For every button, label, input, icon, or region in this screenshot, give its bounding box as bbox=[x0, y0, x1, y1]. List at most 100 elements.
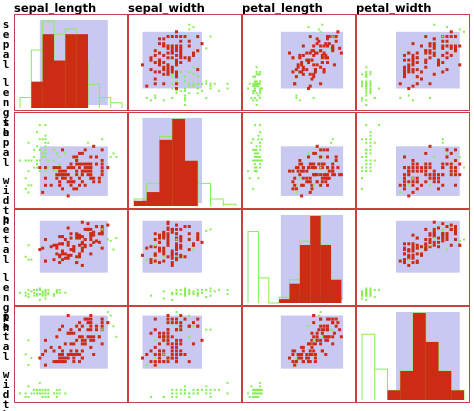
selected-point bbox=[307, 360, 311, 364]
selected-point bbox=[437, 226, 440, 230]
point bbox=[175, 238, 178, 241]
point bbox=[253, 392, 256, 395]
point bbox=[373, 296, 376, 299]
point bbox=[255, 70, 258, 73]
selected-point bbox=[298, 70, 302, 74]
point bbox=[27, 244, 30, 247]
selection-box[interactable] bbox=[280, 315, 344, 369]
selection-box[interactable] bbox=[396, 220, 460, 273]
selected-point bbox=[454, 230, 457, 234]
cell-sepal-length-vs-petal-length[interactable] bbox=[242, 14, 356, 111]
point bbox=[33, 392, 36, 395]
selected-point bbox=[58, 356, 62, 360]
cell-petal-length-vs-petal-length[interactable] bbox=[242, 209, 356, 306]
point bbox=[154, 339, 157, 342]
cell-petal-length-vs-petal-width[interactable] bbox=[356, 209, 470, 306]
selected-point bbox=[179, 227, 183, 231]
point bbox=[295, 191, 298, 194]
selected-point bbox=[187, 248, 191, 252]
selected-point bbox=[69, 253, 73, 257]
selected-point bbox=[312, 53, 316, 57]
selected-point bbox=[301, 176, 305, 180]
point bbox=[101, 328, 104, 331]
point bbox=[171, 96, 174, 99]
selected-point bbox=[179, 243, 183, 247]
selected-point bbox=[162, 53, 166, 57]
selected-point bbox=[162, 349, 166, 353]
cell-petal-width-vs-sepal-width[interactable] bbox=[128, 306, 242, 403]
selected-point bbox=[80, 220, 84, 224]
selected-point bbox=[319, 65, 323, 69]
point bbox=[47, 388, 50, 391]
selected-point bbox=[175, 72, 178, 76]
cell-petal-length-vs-sepal-width[interactable] bbox=[128, 209, 242, 306]
point bbox=[257, 177, 260, 180]
cell-sepal-length-vs-sepal-length[interactable] bbox=[14, 14, 128, 111]
selected-point bbox=[428, 166, 432, 170]
histogram-bar bbox=[42, 34, 54, 108]
point bbox=[171, 299, 174, 301]
selected-point bbox=[317, 39, 321, 43]
selected-point bbox=[166, 44, 170, 48]
point bbox=[47, 291, 50, 294]
point bbox=[259, 388, 262, 391]
point bbox=[192, 388, 195, 391]
selected-point bbox=[75, 232, 79, 236]
selected-point bbox=[175, 345, 178, 349]
selection-box[interactable] bbox=[142, 315, 203, 369]
cell-sepal-width-vs-sepal-width[interactable] bbox=[128, 112, 242, 209]
selected-point bbox=[432, 42, 436, 46]
point bbox=[33, 148, 36, 151]
selected-point bbox=[63, 342, 67, 346]
selected-point bbox=[305, 176, 309, 180]
cell-sepal-width-vs-petal-width[interactable] bbox=[356, 112, 470, 209]
selected-point bbox=[72, 356, 76, 360]
point bbox=[218, 388, 220, 391]
selected-point bbox=[89, 155, 93, 159]
selected-point bbox=[179, 349, 183, 353]
selection-box[interactable] bbox=[396, 146, 460, 196]
selection-box[interactable] bbox=[396, 31, 460, 89]
selected-point bbox=[196, 324, 200, 328]
cell-sepal-width-vs-petal-length[interactable] bbox=[242, 112, 356, 209]
cell-petal-width-vs-petal-length[interactable] bbox=[242, 306, 356, 403]
cell-petal-width-vs-petal-width[interactable] bbox=[356, 306, 470, 403]
selected-point bbox=[315, 335, 319, 339]
selected-point bbox=[58, 180, 62, 184]
selected-point bbox=[301, 44, 305, 48]
selected-point bbox=[92, 144, 96, 148]
point bbox=[53, 170, 55, 173]
selected-point bbox=[162, 338, 166, 342]
column-title-sepal-length: sepal_length bbox=[14, 1, 96, 16]
selected-point bbox=[166, 331, 170, 335]
selected-point bbox=[420, 183, 423, 187]
selected-point bbox=[61, 324, 64, 328]
selected-point bbox=[44, 338, 47, 342]
cell-frame bbox=[356, 209, 470, 306]
selected-point bbox=[322, 51, 326, 55]
point bbox=[407, 94, 410, 97]
point bbox=[361, 138, 363, 141]
selected-point bbox=[179, 49, 183, 53]
selected-point bbox=[86, 335, 90, 339]
point bbox=[196, 75, 199, 78]
selected-point bbox=[320, 162, 324, 166]
cell-petal-width-vs-sepal-length[interactable] bbox=[14, 306, 128, 403]
point bbox=[365, 152, 368, 155]
selected-point bbox=[89, 166, 93, 170]
selected-point bbox=[44, 183, 47, 187]
selected-point bbox=[61, 176, 64, 180]
point bbox=[257, 73, 260, 76]
point bbox=[463, 30, 465, 33]
point bbox=[27, 288, 30, 291]
selected-point bbox=[58, 173, 62, 177]
cell-sepal-length-vs-sepal-width[interactable] bbox=[128, 14, 242, 111]
point bbox=[463, 166, 465, 169]
selected-point bbox=[179, 61, 183, 64]
selection-box[interactable] bbox=[39, 315, 108, 369]
selected-point bbox=[75, 159, 79, 162]
cell-petal-length-vs-sepal-length[interactable] bbox=[14, 209, 128, 306]
point bbox=[255, 145, 258, 148]
cell-sepal-length-vs-petal-width[interactable] bbox=[356, 14, 470, 111]
cell-sepal-width-vs-sepal-length[interactable] bbox=[14, 112, 128, 209]
